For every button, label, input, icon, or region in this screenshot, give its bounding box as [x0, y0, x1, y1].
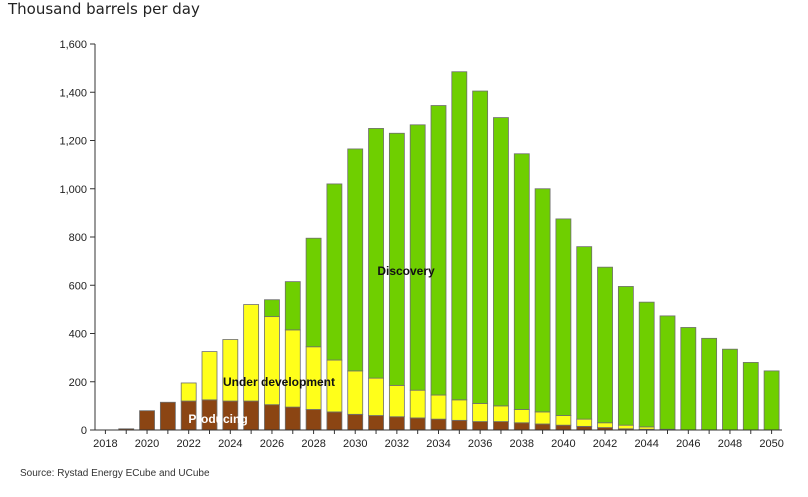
under-development-bar — [617, 424, 634, 430]
producing-bar — [159, 401, 176, 431]
producing-bar — [451, 419, 468, 431]
under-development-bar — [472, 403, 489, 422]
under-development-bar — [493, 405, 509, 422]
producing-bar — [284, 406, 301, 431]
producing-bar — [576, 425, 593, 431]
x-tick-label: 2024 — [218, 438, 242, 450]
discovery-bar — [701, 337, 718, 431]
producing-bar — [430, 418, 447, 431]
discovery-bar — [430, 105, 447, 396]
discovery-bar — [493, 117, 509, 407]
under-development-bar — [597, 422, 613, 428]
under-development-bar — [555, 415, 572, 426]
under-development-bar — [264, 316, 280, 406]
x-tick-label: 2042 — [593, 438, 617, 450]
producing-bar — [513, 422, 530, 431]
x-tick-label: 2032 — [385, 438, 409, 450]
discovery-bar — [597, 266, 613, 424]
under-development-bar — [576, 418, 593, 427]
x-axis: 2018 2020 2022 2024 2026 2028 2030 2032 2034 2036… — [93, 429, 784, 450]
under-development-bar — [409, 389, 426, 419]
y-tick-label: 0 — [81, 425, 87, 437]
under-development-bar — [222, 339, 239, 402]
under-development-bar — [347, 370, 364, 415]
discovery-bar — [326, 183, 343, 361]
x-tick-label: 2028 — [301, 438, 325, 450]
under-development-bar — [430, 394, 447, 420]
y-tick-label: 1,000 — [59, 184, 87, 196]
y-tick-label: 400 — [69, 329, 87, 341]
discovery-bar — [555, 218, 572, 416]
discovery-bar — [305, 237, 322, 348]
under-development-bar — [201, 351, 218, 401]
x-tick-label: 2034 — [426, 438, 450, 450]
discovery-bar — [409, 124, 426, 391]
producing-bar — [347, 413, 364, 431]
x-tick-label: 2040 — [551, 438, 575, 450]
y-tick-label: 200 — [69, 377, 87, 389]
y-tick-label: 600 — [69, 280, 87, 292]
producing-label: Producing — [188, 412, 247, 426]
discovery-bar — [638, 301, 655, 428]
y-tick-label: 1,200 — [59, 136, 87, 148]
x-tick-label: 2018 — [93, 438, 117, 450]
discovery-bar — [742, 362, 759, 431]
x-tick-label: 2050 — [759, 438, 783, 450]
producing-bar — [326, 411, 343, 431]
x-tick-label: 2020 — [135, 438, 159, 450]
producing-bar — [534, 423, 551, 431]
discovery-bar — [472, 90, 489, 404]
producing-bar — [368, 415, 384, 431]
discovery-bar — [763, 370, 780, 431]
y-axis: 0 200 400 600 800 1,000 1,200 1,400 1,600 — [59, 39, 96, 437]
discovery-bar — [451, 71, 468, 401]
under-development-bar — [388, 384, 405, 418]
under-development-bar — [284, 329, 301, 408]
discovery-label: Discovery — [377, 264, 435, 278]
discovery-bar — [680, 327, 697, 431]
producing-bar — [264, 404, 280, 431]
x-tick-label: 2048 — [718, 438, 742, 450]
under-development-bar — [243, 304, 260, 402]
under-development-bar — [513, 409, 530, 424]
x-tick-label: 2036 — [468, 438, 492, 450]
under-development-label: Under development — [223, 375, 335, 389]
y-tick-label: 1,400 — [59, 87, 87, 99]
producing-bar — [305, 409, 322, 431]
discovery-bar — [368, 128, 384, 379]
x-tick-label: 2030 — [343, 438, 367, 450]
discovery-bar — [576, 246, 593, 420]
discovery-bar — [347, 148, 364, 372]
producing-bar — [409, 417, 426, 431]
producing-bar — [493, 421, 509, 431]
x-tick-label: 2044 — [634, 438, 658, 450]
discovery-bar — [284, 281, 301, 331]
producing-bar — [555, 424, 572, 431]
discovery-bar — [659, 315, 676, 430]
under-development-bar — [534, 411, 551, 425]
discovery-bar — [534, 188, 551, 413]
discovery-bar — [617, 286, 634, 426]
y-tick-label: 1,600 — [59, 39, 87, 51]
x-tick-label: 2038 — [510, 438, 534, 450]
producing-bar — [139, 410, 155, 431]
discovery-bar — [513, 153, 530, 410]
producing-bar — [388, 416, 405, 431]
producing-bar — [472, 421, 489, 431]
y-tick-label: 800 — [69, 232, 87, 244]
under-development-bar — [451, 399, 468, 421]
under-development-bar — [180, 382, 197, 402]
under-development-bar — [368, 377, 384, 416]
x-tick-label: 2026 — [260, 438, 284, 450]
discovery-bar — [388, 132, 405, 386]
source-note: Source: Rystad Energy ECube and UCube — [20, 468, 210, 479]
discovery-bar — [722, 348, 738, 431]
bars — [118, 71, 780, 431]
discovery-bar — [264, 299, 280, 318]
y-axis-unit-label: Thousand barrels per day — [8, 0, 200, 18]
x-tick-label: 2046 — [676, 438, 700, 450]
x-tick-label: 2022 — [176, 438, 200, 450]
